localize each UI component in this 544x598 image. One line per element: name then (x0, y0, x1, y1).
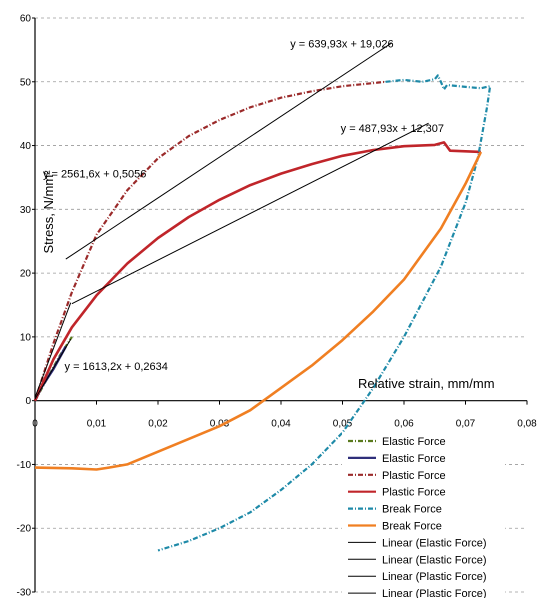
y-tick-label: 50 (20, 77, 32, 88)
legend-label: Plastic Force (382, 470, 446, 482)
x-tick-label: 0,06 (394, 419, 414, 430)
equation-annotations: y = 639,93x + 19,026 y = 487,93x + 12,307… (43, 38, 444, 373)
y-tick-label: 30 (20, 205, 32, 216)
y-tick-label: 10 (20, 332, 32, 343)
series-line (34, 339, 72, 400)
x-tick-label: 0,08 (517, 419, 537, 430)
x-tick-label: 0,04 (271, 419, 291, 430)
legend-label: Elastic Force (382, 436, 446, 448)
series-line (71, 122, 429, 305)
legend-label: Linear (Plastic Force) (382, 571, 487, 583)
tick-labels: -30 -20 -10 0 10 20 30 40 50 60 0 0,01 0,02 0,03 0,04 0… (17, 14, 538, 598)
y-tick-label: -10 (17, 460, 32, 471)
legend-label: Break Force (382, 521, 442, 533)
y-tick-label: 40 (20, 141, 32, 152)
y-tick-label: -20 (17, 524, 32, 535)
y-tick-label: 20 (20, 269, 32, 280)
legend-box (342, 432, 505, 598)
legend-label: Linear (Elastic Force) (382, 554, 487, 566)
equation-label: y = 2561,6x + 0,5056 (43, 168, 146, 180)
axes (32, 17, 528, 593)
equation-label: y = 639,93x + 19,026 (290, 38, 393, 50)
series-line (33, 141, 481, 402)
x-axis-title: Relative strain, mm/mm (358, 376, 495, 391)
legend-label: Elastic Force (382, 453, 446, 465)
series-line (157, 74, 492, 552)
x-tick-label: 0,03 (210, 419, 230, 430)
legend-label: Plastic Force (382, 487, 446, 499)
series-line (34, 302, 72, 398)
legend-label: Linear (Plastic Force) (382, 588, 487, 598)
series-line (34, 151, 483, 471)
equation-label: y = 487,93x + 12,307 (341, 123, 444, 135)
legend-label: Break Force (382, 504, 442, 516)
data-series (33, 42, 492, 552)
y-axis-title: Stress, N/mm² (41, 170, 56, 254)
series-line (33, 80, 386, 402)
series-line (65, 42, 392, 260)
x-tick-label: 0 (32, 419, 38, 430)
x-tick-label: 0,07 (456, 419, 476, 430)
legend: Elastic Force Elastic Force Plastic Force P… (342, 432, 505, 598)
legend-label: Linear (Elastic Force) (382, 537, 487, 549)
y-tick-label: 0 (25, 396, 31, 407)
equation-label: y = 1613,2x + 0,2634 (65, 361, 168, 373)
y-tick-label: 60 (20, 14, 32, 25)
x-tick-label: 0,01 (87, 419, 107, 430)
x-tick-label: 0,05 (333, 419, 353, 430)
x-tick-label: 0,02 (148, 419, 168, 430)
y-tick-label: -30 (17, 588, 32, 598)
